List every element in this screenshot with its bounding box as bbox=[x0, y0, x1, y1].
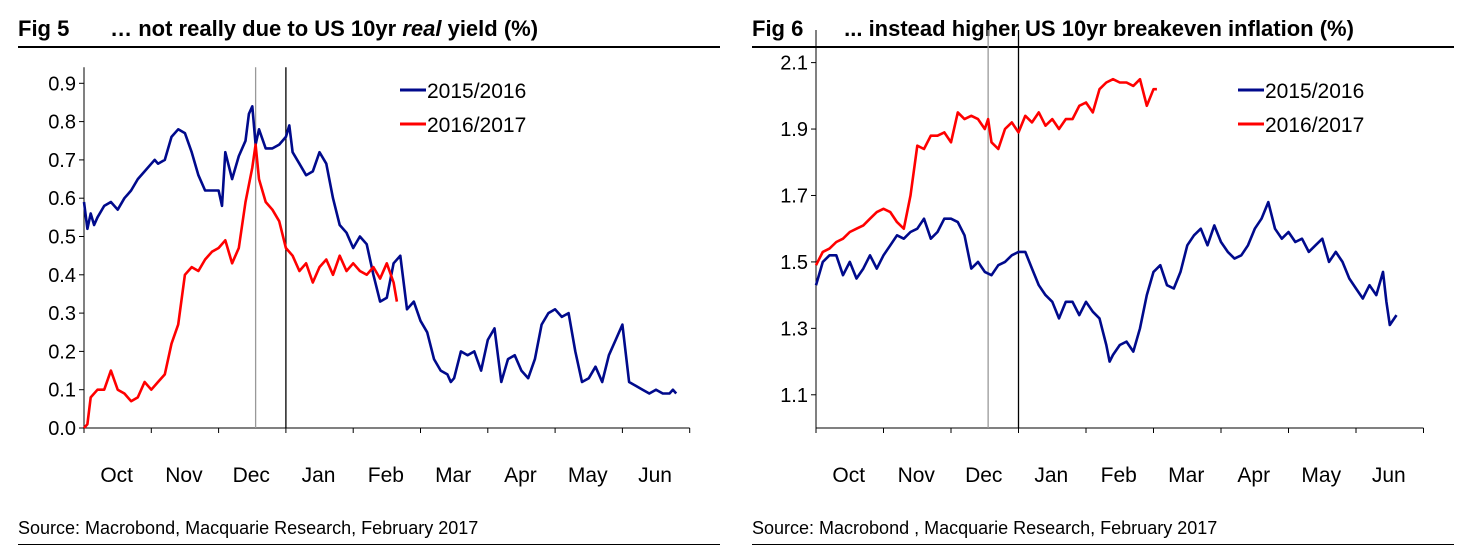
figure-5-number: Fig 5 bbox=[18, 16, 70, 41]
y-tick-label: 0.2 bbox=[48, 341, 76, 363]
x-tick-label: Jan bbox=[1034, 464, 1068, 487]
x-tick-label: Apr bbox=[504, 464, 537, 487]
legend-item-2015-2016-label: 2015/2016 bbox=[427, 80, 526, 103]
x-tick-label: Apr bbox=[1237, 464, 1270, 487]
x-tick-label: Feb bbox=[1101, 464, 1137, 487]
figure-5-header: Fig 5 … not really due to US 10yr real y… bbox=[18, 14, 720, 48]
y-tick-label: 1.3 bbox=[780, 318, 808, 340]
y-tick-label: 1.1 bbox=[780, 385, 808, 407]
y-tick-label: 0.9 bbox=[48, 73, 76, 95]
y-tick-label: 0.8 bbox=[48, 112, 76, 134]
figure-5-title: … not really due to US 10yr real yield (… bbox=[110, 16, 538, 41]
x-tick-label: Mar bbox=[1168, 464, 1204, 487]
y-tick-label: 0.4 bbox=[48, 265, 76, 287]
x-tick-label: Dec bbox=[233, 464, 270, 487]
x-tick-label: Nov bbox=[165, 464, 203, 487]
y-tick-label: 1.9 bbox=[780, 119, 808, 141]
x-tick-label: Jun bbox=[638, 464, 672, 487]
x-tick-label: Jan bbox=[302, 464, 336, 487]
x-tick-label: Dec bbox=[965, 464, 1002, 487]
figure-5-panel: Fig 5 … not really due to US 10yr real y… bbox=[18, 0, 720, 559]
y-tick-label: 1.7 bbox=[780, 185, 808, 207]
x-tick-label: Mar bbox=[435, 464, 471, 487]
y-tick-label: 0.3 bbox=[48, 303, 76, 325]
figure-5-title-pre: … not really due to US 10yr bbox=[110, 16, 403, 41]
y-tick-label: 0.6 bbox=[48, 188, 76, 210]
series-line-2016-2017 bbox=[83, 143, 399, 429]
x-tick-label: Jun bbox=[1372, 464, 1406, 487]
x-tick-label: Oct bbox=[832, 464, 865, 487]
figure-6-number: Fig 6 bbox=[752, 16, 804, 41]
x-tick-label: May bbox=[1301, 464, 1341, 487]
series-line-2016-2017 bbox=[814, 77, 1157, 266]
x-tick-label: Feb bbox=[368, 464, 404, 487]
figure-6-source: Source: Macrobond , Macquarie Research, … bbox=[752, 514, 1454, 545]
y-tick-label: 1.5 bbox=[780, 252, 808, 274]
figure-5-title-post: yield (%) bbox=[441, 16, 539, 41]
legend-item-2016-2017-label: 2016/2017 bbox=[1265, 114, 1364, 137]
y-tick-label: 0.7 bbox=[48, 150, 76, 172]
x-tick-label: Oct bbox=[100, 464, 133, 487]
figure-5-source: Source: Macrobond, Macquarie Research, F… bbox=[18, 514, 720, 545]
x-tick-label: Nov bbox=[898, 464, 936, 487]
legend-item-2016-2017-label: 2016/2017 bbox=[427, 114, 526, 137]
legend-item-2015-2016-label: 2015/2016 bbox=[1265, 80, 1364, 103]
figure-6-title: ... instead higher US 10yr breakeven inf… bbox=[844, 16, 1354, 41]
series-line-2015-2016 bbox=[814, 200, 1398, 363]
x-tick-label: May bbox=[568, 464, 608, 487]
y-tick-label: 0.5 bbox=[48, 227, 76, 249]
figure-6-header: Fig 6 ... instead higher US 10yr breakev… bbox=[752, 14, 1454, 48]
figure-5-chart: 0.0 0.1 0.2 0.3 0.4 0.5 0.6 0.7 0.8 0.9 Oct Nov Dec J… bbox=[48, 67, 691, 487]
figure-6-panel: Fig 6 ... instead higher US 10yr breakev… bbox=[752, 0, 1454, 559]
figure-5-title-emphasis: real bbox=[402, 16, 442, 41]
figure-6-chart: 1.1 1.3 1.5 1.7 1.9 2.1 Oct Nov Dec Jan Feb Mar Apr M… bbox=[780, 30, 1424, 487]
y-tick-label: 0.1 bbox=[48, 380, 76, 402]
y-tick-label: 2.1 bbox=[780, 53, 808, 75]
series-line-2015-2016 bbox=[82, 105, 678, 395]
y-tick-label: 0.0 bbox=[48, 418, 76, 440]
